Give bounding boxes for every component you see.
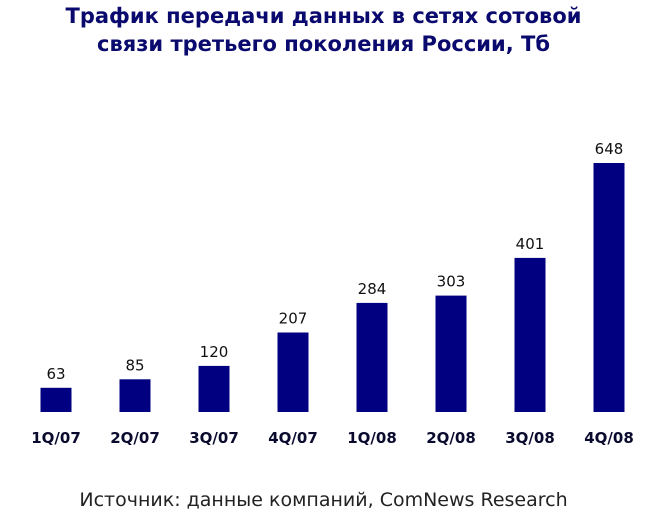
bar-3Q/08 [514, 257, 546, 412]
category-label-4Q/07: 4Q/07 [268, 429, 318, 447]
source-caption: Источник: данные компаний, ComNews Resea… [79, 489, 568, 511]
value-label-2Q/07: 85 [125, 356, 144, 374]
category-label-1Q/07: 1Q/07 [31, 429, 81, 447]
value-label-1Q/07: 63 [46, 365, 65, 383]
value-label-3Q/07: 120 [200, 343, 229, 361]
value-label-3Q/08: 401 [516, 235, 545, 253]
bar-2Q/07 [119, 379, 151, 412]
category-label-1Q/08: 1Q/08 [347, 429, 397, 447]
bar-4Q/08 [593, 163, 625, 412]
value-label-2Q/08: 303 [437, 273, 466, 291]
value-label-4Q/08: 648 [595, 140, 624, 158]
category-label-2Q/08: 2Q/08 [426, 429, 476, 447]
value-label-4Q/07: 207 [279, 310, 308, 328]
category-label-4Q/08: 4Q/08 [584, 429, 634, 447]
chart-title-line-1: Трафик передачи данных в сетях сотовой [65, 4, 582, 28]
chart-title-line-2: связи третьего поколения России, Тб [97, 32, 550, 56]
chart-title: Трафик передачи данных в сетях сотовой с… [0, 2, 647, 58]
bar-4Q/07 [277, 332, 309, 412]
bar-1Q/08 [356, 302, 388, 412]
bar-1Q/07 [40, 387, 72, 412]
bar-3Q/07 [198, 365, 230, 412]
category-label-2Q/07: 2Q/07 [110, 429, 160, 447]
category-label-3Q/07: 3Q/07 [189, 429, 239, 447]
value-label-1Q/08: 284 [358, 280, 387, 298]
bar-2Q/08 [435, 295, 467, 412]
category-label-3Q/08: 3Q/08 [505, 429, 555, 447]
